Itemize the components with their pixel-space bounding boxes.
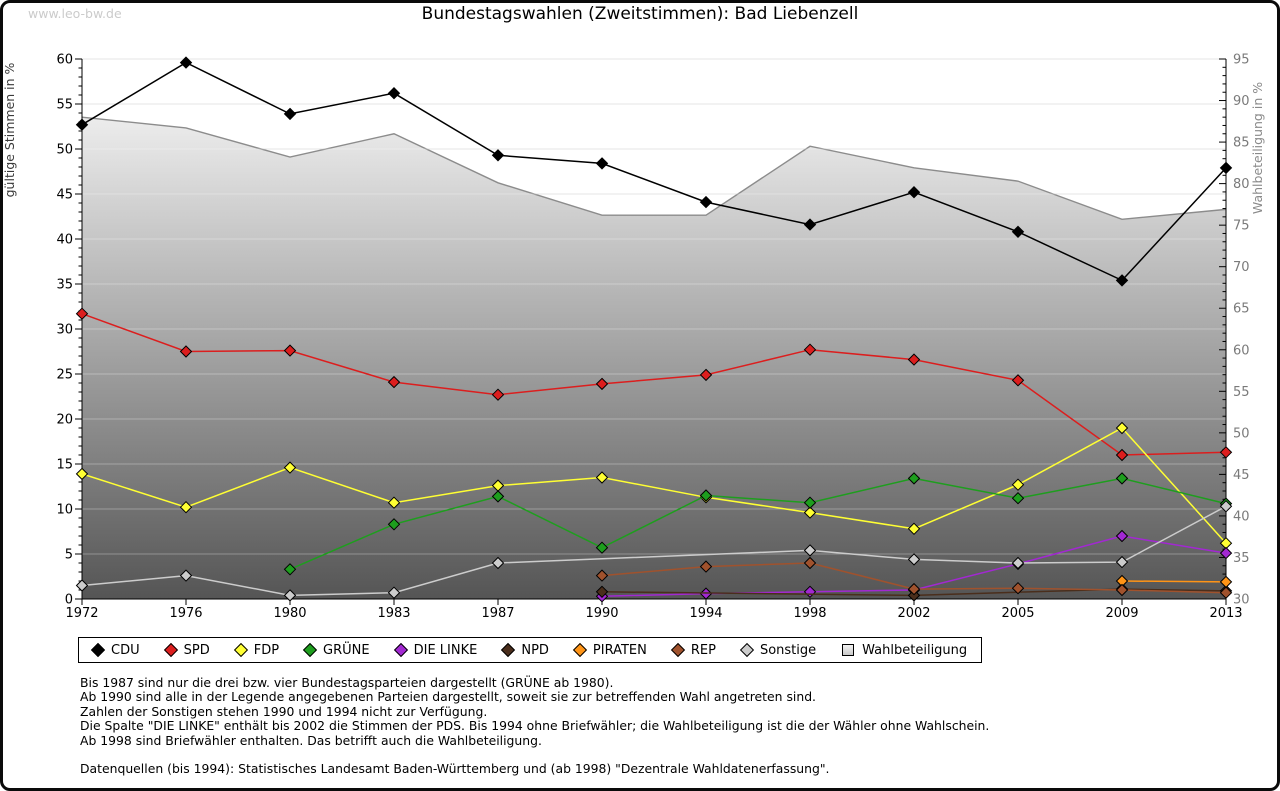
- watermark: www.leo-bw.de: [28, 6, 122, 21]
- svg-text:35: 35: [1233, 551, 1250, 566]
- legend-item-die-linke: DIE LINKE: [393, 642, 478, 658]
- legend-marker-rep: [670, 642, 685, 658]
- svg-text:55: 55: [1233, 385, 1250, 400]
- svg-text:50: 50: [1233, 426, 1250, 441]
- series-wahlbeteiligung-area: [81, 116, 1227, 600]
- svg-text:70: 70: [1233, 260, 1250, 275]
- legend-marker-cdu: [90, 642, 106, 658]
- election-line-chart: 0 5 10 15 20 25 30 35 40 45 50 55 60 30 35 40 45 50 55 60 65…: [2, 53, 1265, 622]
- legend-marker-spd: [163, 642, 178, 658]
- right-axis-label: Wahlbeteiligung in %: [1250, 82, 1265, 214]
- page-title: Bundestagswahlen (Zweitstimmen): Bad Lie…: [421, 4, 859, 24]
- left-axis-label: gültige Stimmen in %: [2, 62, 17, 197]
- legend-item-grüne: GRÜNE: [302, 642, 370, 658]
- svg-text:25: 25: [56, 368, 73, 383]
- svg-text:5: 5: [65, 548, 73, 563]
- legend-label: CDU: [111, 642, 140, 658]
- svg-text:75: 75: [1233, 219, 1250, 234]
- svg-text:20: 20: [56, 413, 73, 428]
- svg-text:50: 50: [56, 143, 73, 158]
- legend: CDU SPD FDP GRÜNE DIE LINKE NPD PIRATEN REP Sons…: [78, 637, 983, 663]
- svg-text:2013: 2013: [1209, 606, 1242, 621]
- note-line-5: Ab 1998 sind Briefwähler enthalten. Das …: [80, 732, 542, 748]
- legend-marker-die-linke: [393, 642, 408, 658]
- svg-text:1976: 1976: [169, 606, 202, 621]
- svg-text:65: 65: [1233, 302, 1250, 317]
- notes: Bis 1987 sind nur die drei bzw. vier Bun…: [80, 675, 990, 777]
- svg-text:80: 80: [1233, 177, 1250, 192]
- legend-item-npd: NPD: [501, 642, 549, 658]
- legend-marker-grüne: [302, 642, 318, 658]
- legend-label: REP: [690, 642, 716, 658]
- legend-item-sonstige: Sonstige: [739, 642, 817, 658]
- legend-item-wahlbeteiligung: Wahlbeteiligung: [842, 643, 967, 658]
- svg-text:40: 40: [1233, 509, 1250, 524]
- svg-text:1972: 1972: [65, 606, 98, 621]
- legend-item-rep: REP: [670, 642, 716, 658]
- svg-text:10: 10: [56, 503, 73, 518]
- svg-text:60: 60: [56, 53, 73, 68]
- legend-label: FDP: [253, 642, 280, 658]
- svg-text:30: 30: [56, 323, 73, 338]
- svg-text:1994: 1994: [689, 606, 722, 621]
- svg-text:30: 30: [1233, 593, 1250, 608]
- svg-text:60: 60: [1233, 343, 1250, 358]
- legend-item-piraten: PIRATEN: [572, 642, 647, 658]
- axes: 0 5 10 15 20 25 30 35 40 45 50 55 60 30 35 40 45 50 55 60 65…: [2, 53, 1265, 622]
- legend-marker-wahlbeteiligung: [842, 644, 855, 656]
- svg-text:0: 0: [65, 593, 73, 608]
- svg-text:45: 45: [56, 188, 73, 203]
- svg-text:1983: 1983: [377, 606, 410, 621]
- series-spd: [75, 307, 1233, 462]
- svg-text:55: 55: [56, 98, 73, 113]
- note-line-4: Die Spalte "DIE LINKE" enthält bis 2002 …: [80, 718, 990, 734]
- svg-text:40: 40: [56, 233, 73, 248]
- svg-text:1990: 1990: [585, 606, 618, 621]
- note-line-2: Ab 1990 sind alle in der Legende angegeb…: [80, 689, 816, 705]
- legend-label: PIRATEN: [592, 642, 647, 658]
- svg-text:1998: 1998: [793, 606, 826, 621]
- legend-label: DIE LINKE: [413, 642, 478, 658]
- svg-text:1987: 1987: [481, 606, 514, 621]
- series-sonstige: [75, 500, 1233, 602]
- series-grüne: [283, 472, 1233, 576]
- legend-label: NPD: [521, 642, 549, 658]
- legend-item-fdp: FDP: [233, 642, 280, 658]
- note-line-3: Zahlen der Sonstigen stehen 1990 und 199…: [80, 703, 488, 719]
- legend-marker-fdp: [233, 642, 248, 658]
- series-rep: [595, 556, 1233, 599]
- series-cdu: [75, 56, 1233, 287]
- svg-text:1980: 1980: [273, 606, 306, 621]
- svg-text:2005: 2005: [1001, 606, 1034, 621]
- legend-item-cdu: CDU: [90, 642, 140, 658]
- legend-label: Wahlbeteiligung: [862, 642, 968, 658]
- datasource-line: Datenquellen (bis 1994): Statistisches L…: [80, 761, 830, 777]
- svg-text:95: 95: [1233, 53, 1250, 68]
- gridlines-overlay: [82, 58, 1226, 555]
- legend-marker-npd: [501, 642, 516, 658]
- svg-text:85: 85: [1233, 136, 1250, 151]
- svg-text:45: 45: [1233, 468, 1250, 483]
- svg-text:2002: 2002: [897, 606, 930, 621]
- svg-text:2009: 2009: [1105, 606, 1138, 621]
- svg-text:90: 90: [1233, 94, 1250, 109]
- legend-label: GRÜNE: [323, 642, 370, 658]
- legend-label: Sonstige: [759, 642, 817, 658]
- legend-marker-piraten: [572, 642, 587, 658]
- svg-text:15: 15: [56, 458, 73, 473]
- note-line-1: Bis 1987 sind nur die drei bzw. vier Bun…: [80, 675, 614, 690]
- svg-text:35: 35: [56, 278, 73, 293]
- legend-marker-sonstige: [739, 642, 755, 658]
- legend-label: SPD: [183, 642, 210, 658]
- legend-item-spd: SPD: [163, 642, 210, 658]
